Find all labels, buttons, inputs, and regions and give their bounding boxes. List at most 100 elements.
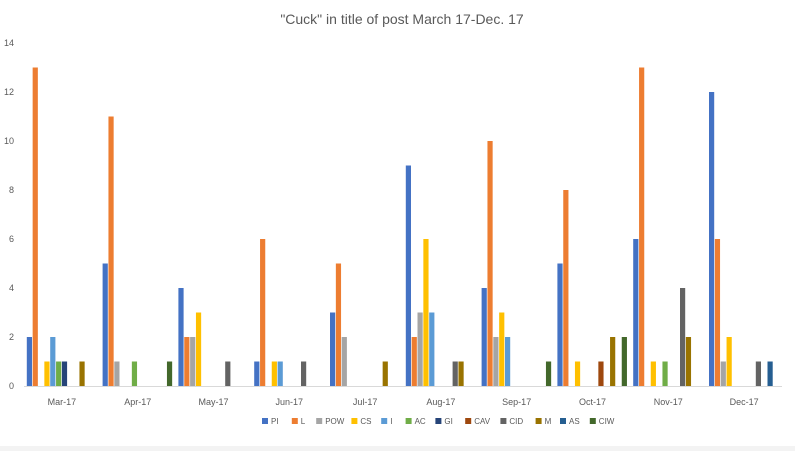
bar-pi-sep-17	[481, 288, 487, 386]
y-tick-label: 12	[4, 87, 14, 97]
legend-swatch-ciw	[589, 418, 596, 424]
legend-label-as: AS	[569, 417, 580, 426]
legend-label-m: M	[545, 417, 552, 426]
chart-title: "Cuck" in title of post March 17-Dec. 17	[280, 11, 524, 27]
bars	[26, 67, 773, 386]
legend-label-cid: CID	[509, 417, 523, 426]
legend-swatch-pow	[316, 418, 323, 424]
bar-cs-may-17	[195, 312, 202, 386]
bar-cid-jun-17	[301, 361, 307, 386]
x-tick-label: Nov-17	[654, 397, 683, 407]
bar-cs-sep-17	[499, 312, 505, 386]
bar-cs-aug-17	[423, 239, 429, 386]
x-tick-label: Mar-17	[48, 397, 77, 407]
x-tick-label: Jun-17	[276, 397, 304, 407]
bar-cs-dec-17	[726, 337, 732, 386]
bar-cs-jun-17	[271, 361, 277, 386]
legend: PI L POW CS I AC GI CAV CID M AS CIW	[262, 417, 615, 426]
x-tick-label: Jul-17	[353, 397, 378, 407]
bar-cid-dec-17	[755, 361, 761, 386]
legend-swatch-cs	[351, 418, 358, 424]
legend-swatch-ac	[405, 418, 412, 424]
bar-cs-oct-17	[574, 361, 581, 386]
bar-m-aug-17	[458, 361, 464, 386]
bar-i-sep-17	[505, 337, 511, 386]
bar-ac-nov-17	[662, 361, 668, 386]
bar-m-mar-17	[79, 361, 85, 386]
bar-ac-apr-17	[131, 361, 138, 386]
bar-ciw-apr-17	[166, 361, 173, 386]
y-tick-label: 4	[9, 283, 14, 293]
bar-cs-nov-17	[650, 361, 656, 386]
bar-pi-mar-17	[26, 337, 32, 386]
legend-label-l: L	[301, 417, 306, 426]
legend-swatch-as	[560, 418, 566, 424]
x-tick-label: Oct-17	[579, 397, 606, 407]
bar-l-aug-17	[411, 337, 417, 386]
bar-ac-mar-17	[56, 361, 62, 386]
bar-m-oct-17	[610, 337, 616, 386]
bar-as-dec-17	[767, 361, 773, 386]
bar-ciw-oct-17	[621, 337, 627, 386]
legend-swatch-cav	[465, 418, 472, 424]
bar-i-jun-17	[277, 361, 283, 386]
bar-pi-jun-17	[254, 361, 260, 386]
bar-pow-apr-17	[114, 361, 120, 386]
x-tick-label: Sep-17	[502, 397, 531, 407]
bar-pow-aug-17	[417, 312, 423, 386]
bar-cid-aug-17	[452, 361, 458, 386]
bar-cs-mar-17	[44, 361, 50, 386]
bar-l-may-17	[184, 337, 190, 386]
bar-pi-nov-17	[633, 239, 639, 386]
bar-cid-may-17	[225, 361, 231, 386]
x-tick-label: May-17	[198, 397, 228, 407]
x-tick-label: Apr-17	[124, 397, 151, 407]
legend-label-pow: POW	[325, 417, 345, 426]
bar-pi-apr-17	[102, 263, 108, 386]
bar-l-jun-17	[260, 239, 266, 386]
bar-i-aug-17	[429, 312, 435, 386]
legend-swatch-m	[535, 418, 542, 424]
legend-swatch-gi	[435, 418, 442, 424]
legend-label-ac: AC	[415, 417, 426, 426]
bar-l-nov-17	[639, 67, 645, 386]
legend-label-pi: PI	[271, 417, 279, 426]
bar-pi-dec-17	[709, 92, 715, 386]
bar-cid-nov-17	[680, 288, 686, 386]
bar-pow-jul-17	[341, 337, 347, 386]
legend-label-ciw: CIW	[599, 417, 615, 426]
legend-swatch-l	[291, 418, 298, 424]
bar-ciw-sep-17	[545, 361, 552, 386]
bar-cav-oct-17	[598, 361, 604, 386]
bar-pi-oct-17	[557, 263, 563, 386]
bar-l-dec-17	[714, 239, 721, 386]
y-tick-label: 8	[9, 185, 14, 195]
bar-l-sep-17	[487, 141, 493, 386]
bar-pi-aug-17	[405, 165, 411, 386]
x-tick-label: Aug-17	[426, 397, 455, 407]
bar-pow-may-17	[190, 337, 196, 386]
x-tick-label: Dec-17	[730, 397, 759, 407]
bar-m-jul-17	[382, 361, 388, 386]
x-axis: Mar-17 Apr-17 May-17 Jun-17 Jul-17 Aug-17 Sep-…	[24, 386, 782, 407]
y-tick-label: 0	[9, 381, 14, 391]
legend-swatch-pi	[262, 418, 268, 424]
bar-pi-may-17	[178, 288, 184, 386]
bar-l-mar-17	[32, 67, 38, 386]
legend-swatch-cid	[500, 418, 507, 424]
legend-label-cav: CAV	[474, 417, 491, 426]
bar-pow-dec-17	[720, 361, 726, 386]
bar-l-oct-17	[563, 190, 569, 386]
bar-l-jul-17	[335, 263, 342, 386]
legend-label-i: I	[390, 417, 392, 426]
bar-pi-jul-17	[330, 312, 336, 386]
bar-pow-sep-17	[493, 337, 499, 386]
y-tick-label: 2	[9, 332, 14, 342]
bar-m-nov-17	[685, 337, 692, 386]
legend-label-cs: CS	[360, 417, 371, 426]
y-tick-label: 10	[4, 136, 14, 146]
legend-label-gi: GI	[444, 417, 452, 426]
y-tick-label: 6	[9, 234, 14, 244]
